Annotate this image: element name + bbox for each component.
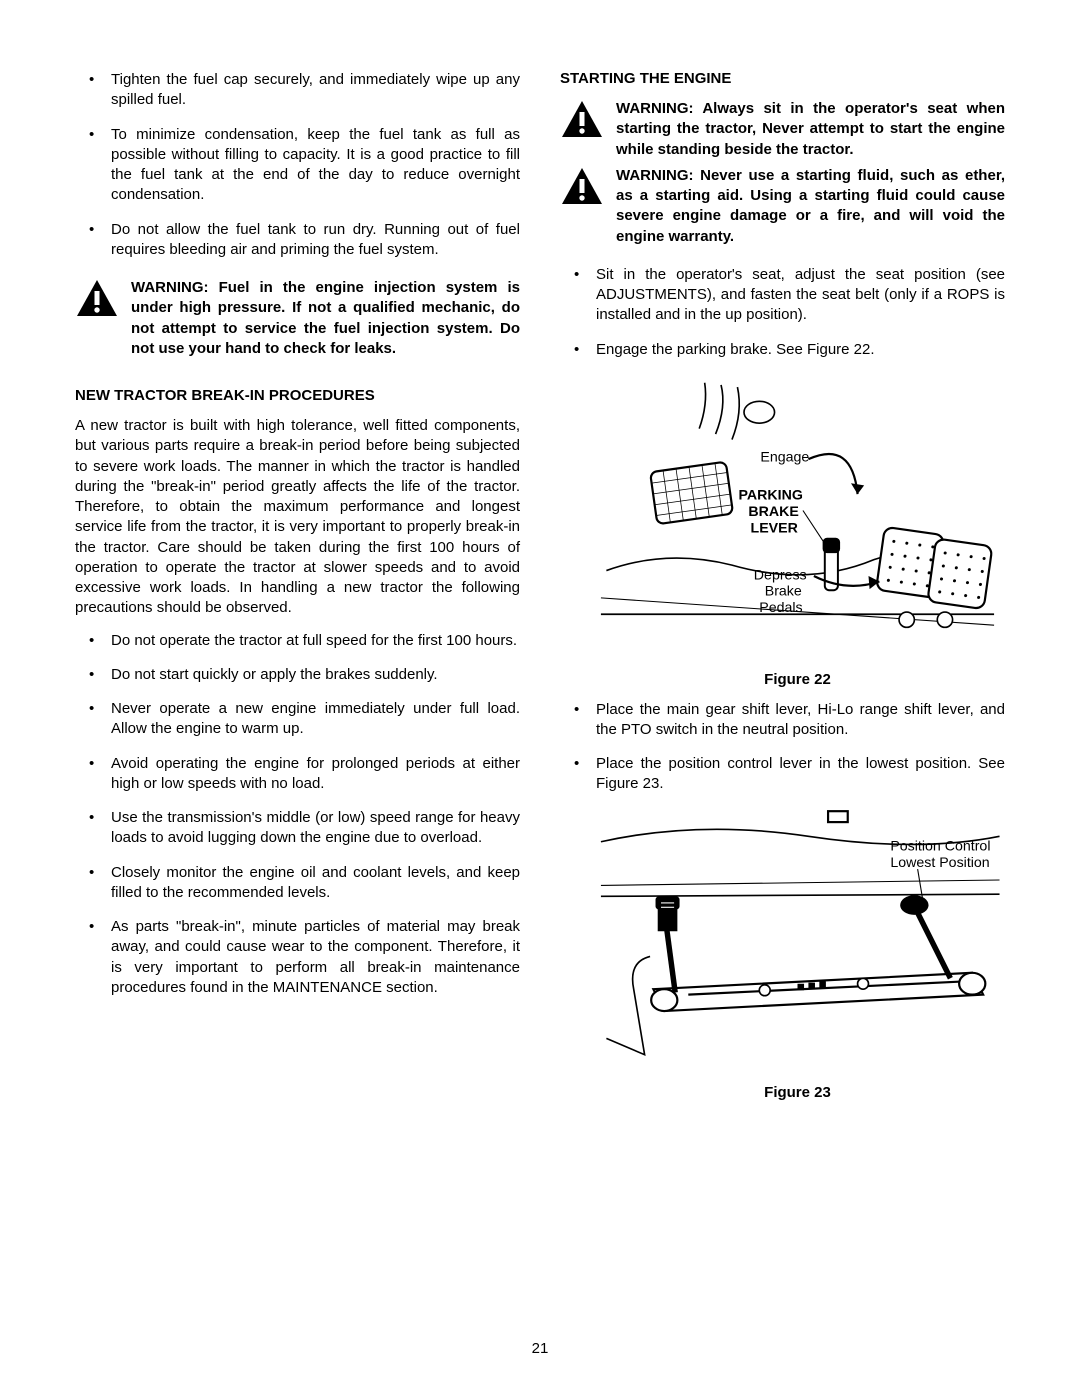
list-item: Never operate a new engine immediately u…	[75, 699, 520, 740]
break-in-para: A new tractor is built with high toleran…	[75, 416, 520, 619]
list-item: Closely monitor the engine oil and coola…	[75, 863, 520, 904]
left-column: Tighten the fuel cap securely, and immed…	[75, 70, 520, 1113]
right-bullets-2: Place the main gear shift lever, Hi-Lo r…	[560, 700, 1005, 795]
list-item: Use the transmission's middle (or low) s…	[75, 808, 520, 849]
warning-operator-seat: WARNING: Always sit in the operator's se…	[560, 99, 1005, 160]
figure-22-caption: Figure 22	[590, 671, 1005, 688]
list-item: To minimize condensation, keep the fuel …	[75, 125, 520, 206]
heading-starting-engine: STARTING THE ENGINE	[560, 70, 1005, 87]
figure-23-illustration: Position Control Lowest Position	[590, 809, 1005, 1071]
list-item: Do not operate the tractor at full speed…	[75, 631, 520, 651]
fig22-depress-label: Depress	[754, 567, 807, 583]
fig22-brake2-label: Brake	[765, 583, 802, 599]
right-column: STARTING THE ENGINE WARNING: Always sit …	[560, 70, 1005, 1113]
list-item: Place the position control lever in the …	[560, 754, 1005, 795]
fig22-pedals-label: Pedals	[759, 600, 802, 616]
warning-text: WARNING: Always sit in the operator's se…	[616, 99, 1005, 160]
warning-fuel-injection: WARNING: Fuel in the engine injection sy…	[75, 278, 520, 359]
warning-triangle-icon	[560, 166, 604, 247]
list-item: Place the main gear shift lever, Hi-Lo r…	[560, 700, 1005, 741]
page-number: 21	[0, 1340, 1080, 1357]
list-item: Engage the parking brake. See Figure 22.	[560, 340, 1005, 360]
fig22-engage-label: Engage	[760, 449, 809, 465]
fig23-pc2-label: Lowest Position	[890, 855, 989, 871]
left-top-bullets: Tighten the fuel cap securely, and immed…	[75, 70, 520, 260]
warning-text: WARNING: Never use a starting fluid, suc…	[616, 166, 1005, 247]
warning-text: WARNING: Fuel in the engine injection sy…	[131, 278, 520, 359]
two-column-layout: Tighten the fuel cap securely, and immed…	[75, 70, 1005, 1113]
left-bottom-bullets: Do not operate the tractor at full speed…	[75, 631, 520, 999]
figure-22-illustration: Engage PARKING BRAKE LEVER Depress Brake…	[590, 374, 1005, 658]
list-item: Do not allow the fuel tank to run dry. R…	[75, 220, 520, 261]
fig22-brake-label: BRAKE	[748, 504, 798, 520]
list-item: As parts "break-in", minute particles of…	[75, 917, 520, 998]
list-item: Tighten the fuel cap securely, and immed…	[75, 70, 520, 111]
figure-23-caption: Figure 23	[590, 1084, 1005, 1101]
figure-22: Engage PARKING BRAKE LEVER Depress Brake…	[590, 374, 1005, 688]
heading-break-in: NEW TRACTOR BREAK-IN PROCEDURES	[75, 387, 520, 404]
warning-starting-fluid: WARNING: Never use a starting fluid, suc…	[560, 166, 1005, 247]
warning-triangle-icon	[560, 99, 604, 160]
warning-triangle-icon	[75, 278, 119, 359]
fig22-lever-label: LEVER	[751, 520, 798, 536]
right-bullets-1: Sit in the operator's seat, adjust the s…	[560, 265, 1005, 360]
fig22-parking-label: PARKING	[739, 487, 803, 503]
list-item: Do not start quickly or apply the brakes…	[75, 665, 520, 685]
figure-23: Position Control Lowest Position Figure …	[590, 809, 1005, 1101]
fig23-pc1-label: Position Control	[890, 838, 990, 854]
list-item: Avoid operating the engine for prolonged…	[75, 754, 520, 795]
list-item: Sit in the operator's seat, adjust the s…	[560, 265, 1005, 326]
